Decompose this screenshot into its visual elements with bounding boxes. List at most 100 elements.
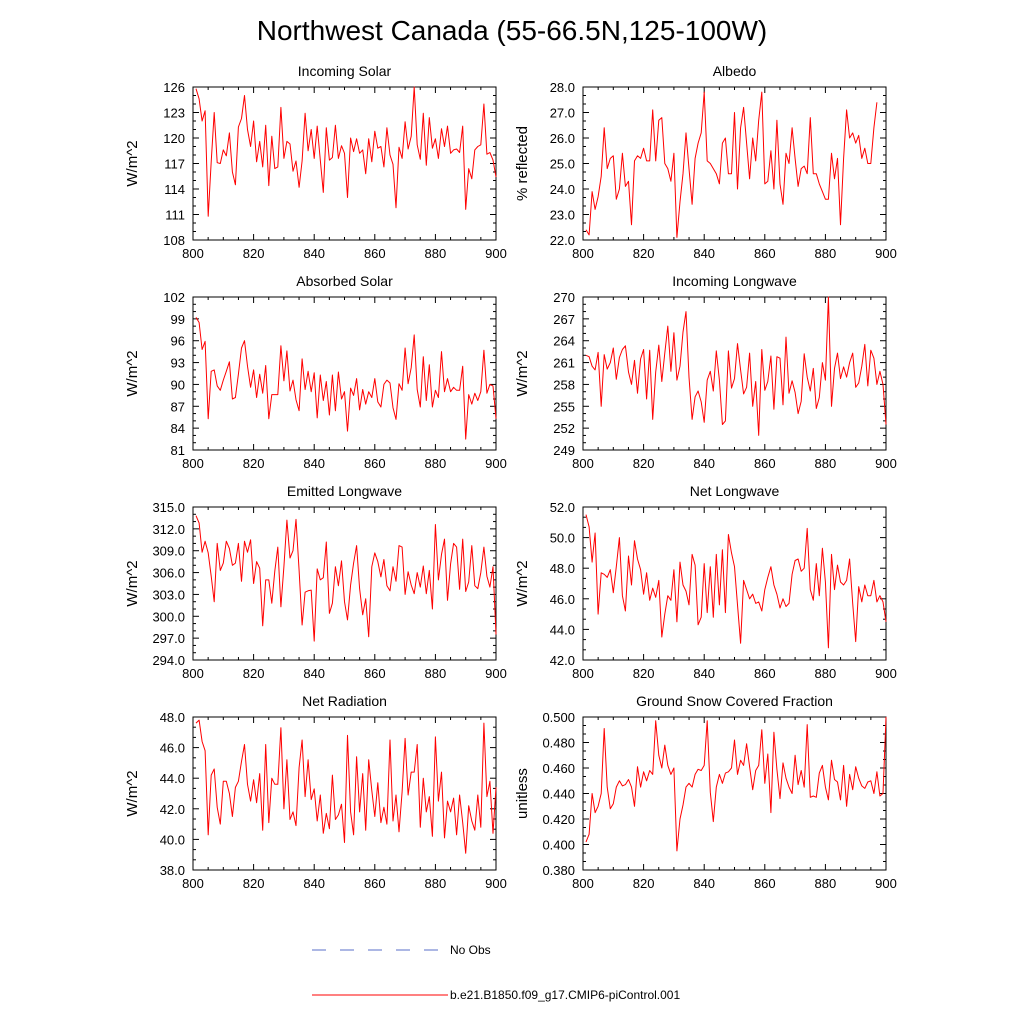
series-line <box>585 716 887 852</box>
y-tick-label: 27.0 <box>550 106 575 121</box>
x-tick-label: 900 <box>485 666 507 681</box>
panel-title: Ground Snow Covered Fraction <box>636 693 833 709</box>
y-tick-label: 120 <box>163 131 185 146</box>
y-axis-label: W/m^2 <box>124 770 141 816</box>
x-tick-label: 820 <box>633 246 655 261</box>
y-tick-label: 84 <box>171 421 185 436</box>
x-tick-label: 800 <box>182 876 204 891</box>
y-tick-label: 42.0 <box>160 802 185 817</box>
y-tick-label: 126 <box>163 80 185 95</box>
x-tick-label: 860 <box>364 456 386 471</box>
x-tick-label: 820 <box>633 666 655 681</box>
y-axis-label: W/m^2 <box>124 560 141 606</box>
y-tick-label: 312.0 <box>152 522 185 537</box>
series-line <box>585 296 887 436</box>
plot-frame <box>192 506 497 661</box>
y-tick-label: 22.0 <box>550 233 575 248</box>
x-tick-label: 840 <box>303 666 325 681</box>
x-tick-label: 800 <box>182 246 204 261</box>
series-line <box>195 86 497 217</box>
x-tick-label: 880 <box>815 666 837 681</box>
y-tick-label: 46.0 <box>550 592 575 607</box>
plot-frame <box>192 716 497 871</box>
y-tick-label: 102 <box>163 290 185 305</box>
y-tick-label: 303.0 <box>152 587 185 602</box>
y-tick-label: 44.0 <box>550 622 575 637</box>
y-tick-label: 26.0 <box>550 131 575 146</box>
plot-frame <box>192 86 497 241</box>
x-tick-label: 840 <box>303 456 325 471</box>
y-tick-label: 264 <box>553 334 575 349</box>
y-tick-label: 50.0 <box>550 531 575 546</box>
x-tick-label: 900 <box>875 876 897 891</box>
y-tick-label: 270 <box>553 290 575 305</box>
y-tick-label: 123 <box>163 106 185 121</box>
x-tick-label: 860 <box>754 456 776 471</box>
y-tick-label: 261 <box>553 356 575 371</box>
x-tick-label: 880 <box>425 456 447 471</box>
x-tick-label: 880 <box>815 876 837 891</box>
y-tick-label: 294.0 <box>152 653 185 668</box>
y-tick-label: 108 <box>163 233 185 248</box>
x-tick-label: 800 <box>182 456 204 471</box>
y-tick-label: 117 <box>164 157 185 172</box>
y-tick-label: 111 <box>165 208 185 223</box>
y-tick-label: 306.0 <box>152 566 185 581</box>
x-tick-label: 900 <box>875 456 897 471</box>
panel-1: Albedo % reflected 800 820 840 860 880 900 22.0 2… <box>514 63 897 261</box>
panel-title: Absorbed Solar <box>296 273 393 289</box>
panel-title: Emitted Longwave <box>287 483 402 499</box>
x-tick-label: 820 <box>243 666 265 681</box>
y-tick-label: 309.0 <box>152 544 185 559</box>
x-tick-label: 840 <box>693 666 715 681</box>
y-tick-label: 99 <box>171 312 185 327</box>
y-tick-label: 25.0 <box>550 157 575 172</box>
y-tick-label: 24.0 <box>550 182 575 197</box>
series-line <box>195 719 497 854</box>
x-tick-label: 840 <box>693 246 715 261</box>
y-tick-label: 48.0 <box>550 561 575 576</box>
y-tick-label: 249 <box>553 443 575 458</box>
x-tick-label: 900 <box>875 246 897 261</box>
y-axis-label: unitless <box>514 768 531 819</box>
x-tick-label: 800 <box>572 876 594 891</box>
y-tick-label: 44.0 <box>160 771 185 786</box>
x-tick-label: 880 <box>425 876 447 891</box>
x-tick-label: 840 <box>303 246 325 261</box>
y-tick-label: 255 <box>553 399 575 414</box>
y-tick-label: 0.400 <box>542 838 575 853</box>
y-tick-label: 40.0 <box>160 832 185 847</box>
y-tick-label: 0.500 <box>542 710 575 725</box>
x-tick-label: 900 <box>485 456 507 471</box>
x-tick-label: 800 <box>572 666 594 681</box>
y-tick-label: 28.0 <box>550 80 575 95</box>
y-tick-label: 87 <box>171 399 185 414</box>
y-tick-label: 48.0 <box>160 710 185 725</box>
legend-label-model: b.e21.B1850.f09_g17.CMIP6-piControl.001 <box>450 988 680 1002</box>
y-tick-label: 46.0 <box>160 741 185 756</box>
x-tick-label: 820 <box>633 876 655 891</box>
y-tick-label: 52.0 <box>550 500 575 515</box>
y-axis-label: W/m^2 <box>124 350 141 396</box>
x-tick-label: 840 <box>693 456 715 471</box>
legend-label-no-obs: No Obs <box>450 943 491 957</box>
x-tick-label: 840 <box>693 876 715 891</box>
x-tick-label: 800 <box>182 666 204 681</box>
x-tick-label: 820 <box>243 876 265 891</box>
y-tick-label: 258 <box>553 377 575 392</box>
panel-0: Incoming Solar W/m^2 800 820 840 860 880 900 108… <box>124 63 507 261</box>
x-tick-label: 860 <box>754 876 776 891</box>
panel-3: Incoming Longwave W/m^2 800 820 840 860 880 900… <box>514 273 897 471</box>
x-tick-label: 880 <box>815 456 837 471</box>
panel-title: Albedo <box>713 63 757 79</box>
x-tick-label: 880 <box>425 246 447 261</box>
y-axis-label: W/m^2 <box>514 560 531 606</box>
x-tick-label: 880 <box>815 246 837 261</box>
series-line <box>585 514 887 649</box>
x-tick-label: 900 <box>875 666 897 681</box>
y-tick-label: 114 <box>164 182 185 197</box>
y-axis-label: W/m^2 <box>514 350 531 396</box>
y-axis-label: W/m^2 <box>124 140 141 186</box>
y-tick-label: 267 <box>553 312 575 327</box>
y-axis-label: % reflected <box>514 126 531 201</box>
